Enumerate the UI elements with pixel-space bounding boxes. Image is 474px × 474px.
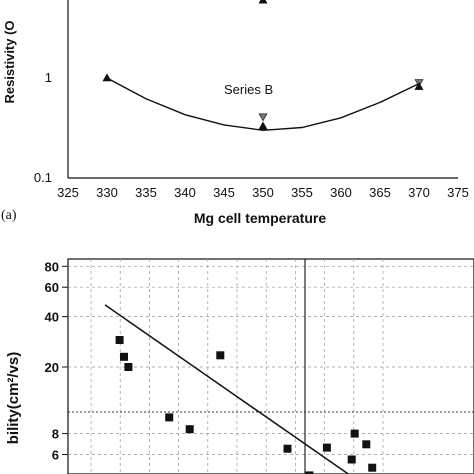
x-tick-label: 330 [96, 185, 118, 200]
x-tick-label: 350 [252, 185, 274, 200]
y-tick-label: 8 [52, 427, 59, 442]
x-tick-label: 355 [291, 185, 313, 200]
x-tick-label: 360 [330, 185, 352, 200]
data-point [115, 336, 124, 344]
x-tick-label: 345 [213, 185, 235, 200]
mobility-markers [115, 336, 377, 474]
x-tick-label: 325 [57, 185, 79, 200]
y-tick-label: 0.1 [34, 170, 52, 185]
x-axis-title: Mg cell temperature [194, 210, 326, 226]
grid-lines [68, 259, 474, 474]
resistivity-chart: 325 330 335 340 345 350 355 360 365 370 375 0.11 M… [1, 0, 469, 226]
y-axis-title: Resistivity (O [2, 20, 17, 103]
y-tick-label: 6 [52, 448, 59, 463]
data-point [258, 121, 268, 130]
data-point [124, 363, 133, 371]
y-tick-label: 80 [45, 259, 59, 274]
data-point [102, 73, 112, 82]
y-tick-label: 60 [45, 280, 59, 295]
series-b-fit-curve [106, 77, 420, 132]
x-tick-label: 370 [408, 185, 430, 200]
data-point [322, 443, 331, 452]
y-tick-label: 1 [45, 70, 52, 85]
data-point [258, 0, 268, 4]
y-tick-label: 20 [45, 360, 59, 375]
y-tick-labels: 0.11 [34, 70, 52, 185]
data-point [414, 82, 424, 90]
data-point [362, 440, 371, 449]
mobility-chart: 80604020864 bility(cm²/vs) [5, 258, 474, 474]
data-point [165, 413, 174, 422]
series-annotation: Series B [224, 82, 273, 97]
x-tick-labels: 325 330 335 340 345 350 355 360 365 370 375 [57, 185, 469, 200]
x-tick-label: 340 [174, 185, 196, 200]
data-point [120, 352, 128, 361]
mobility-fit-line [104, 304, 350, 474]
x-tick-label: 365 [369, 185, 391, 200]
x-tick-label: 335 [135, 185, 157, 200]
data-point [185, 425, 194, 434]
series-b-markers [102, 0, 424, 130]
data-point [347, 455, 356, 464]
panel-label: (a) [1, 208, 17, 223]
y-axis-title: bility(cm²/vs) [5, 352, 22, 445]
y-tick-label: 40 [45, 310, 59, 325]
x-tick-label: 375 [447, 185, 469, 200]
data-point [305, 471, 314, 474]
data-point [350, 429, 359, 438]
data-point [216, 351, 225, 360]
data-point [283, 444, 292, 453]
data-point [368, 463, 377, 472]
y-tick-labels: 80604020864 [45, 259, 68, 463]
data-point [258, 113, 268, 122]
